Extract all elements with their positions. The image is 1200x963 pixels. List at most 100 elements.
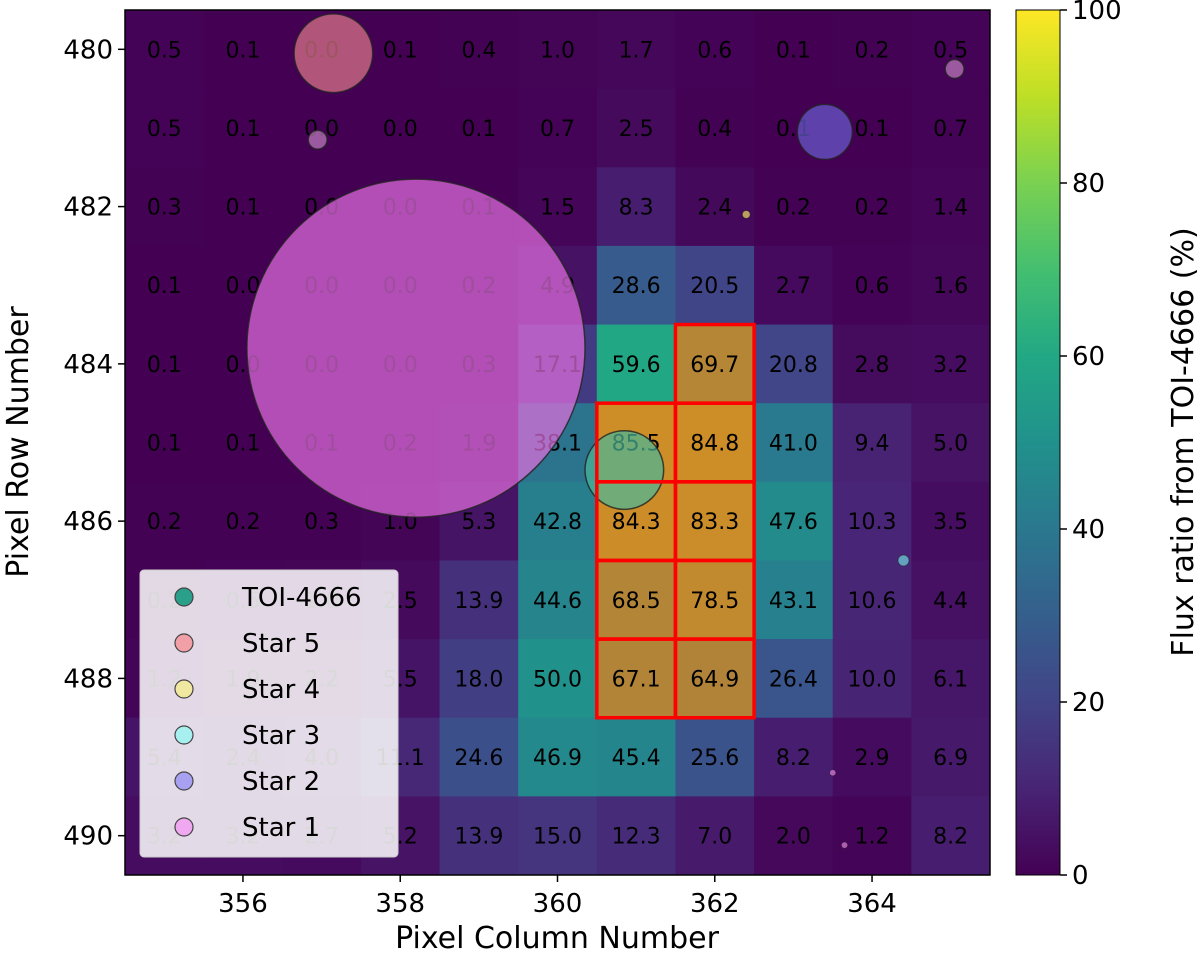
cell-value-label: 6.1 xyxy=(933,667,968,692)
heatmap-cell xyxy=(675,10,755,90)
aperture-pixel-fill xyxy=(675,481,755,561)
cell-value-label: 2.4 xyxy=(697,196,732,221)
cell-value-label: 0.4 xyxy=(697,117,732,142)
cell-value-label: 3.2 xyxy=(933,353,968,378)
aperture-pixel-fill xyxy=(675,324,755,404)
heatmap-cell xyxy=(125,10,205,90)
cell-value-label: 84.3 xyxy=(612,510,661,535)
heatmap-cell xyxy=(832,324,912,404)
legend-label: Star 5 xyxy=(242,629,320,659)
heatmap-cell xyxy=(439,88,519,168)
heatmap-cell xyxy=(282,88,362,168)
y-tick-label: 482 xyxy=(63,193,113,223)
y-tick-label: 488 xyxy=(63,664,113,694)
heatmap-cell xyxy=(911,324,990,404)
cell-value-label: 5.3 xyxy=(461,510,496,535)
cell-value-label: 43.1 xyxy=(769,589,818,614)
aperture-pixel-fill xyxy=(675,403,755,482)
heatmap-cell xyxy=(439,10,519,90)
cell-value-label: 9.4 xyxy=(855,432,890,457)
cell-value-label: 1.0 xyxy=(540,38,575,63)
cell-value-label: 0.2 xyxy=(855,38,890,63)
cell-value-label: 0.1 xyxy=(776,38,811,63)
heatmap-cell xyxy=(125,403,205,483)
cell-value-label: 78.5 xyxy=(690,589,739,614)
y-tick-label: 486 xyxy=(63,507,113,537)
cell-value-label: 0.2 xyxy=(855,196,890,221)
cell-value-label: 0.0 xyxy=(225,274,260,299)
heatmap-cell xyxy=(125,167,205,247)
heatmap-cell xyxy=(911,88,990,168)
cell-value-label: 0.2 xyxy=(225,510,260,535)
cell-value-label: 24.6 xyxy=(454,746,503,771)
cell-value-label: 0.2 xyxy=(147,510,182,535)
heatmap-cell xyxy=(125,245,205,326)
colorbar xyxy=(1015,9,1061,876)
cell-value-label: 5.0 xyxy=(933,432,968,457)
heatmap-cell xyxy=(754,717,834,797)
legend-marker xyxy=(174,771,194,791)
cell-value-label: 10.6 xyxy=(848,589,897,614)
heatmap-cell xyxy=(754,324,834,404)
heatmap-cell xyxy=(439,639,519,719)
cell-value-label: 0.3 xyxy=(147,196,182,221)
cell-value-label: 0.1 xyxy=(383,38,418,63)
heatmap-cell xyxy=(518,560,598,640)
heatmap-cell xyxy=(675,245,755,326)
heatmap-cell xyxy=(911,481,990,562)
colorbar-tick-label: 0 xyxy=(1072,861,1089,891)
heatmap-cell xyxy=(911,796,990,875)
cell-value-label: 0.6 xyxy=(697,38,732,63)
cell-value-label: 3.5 xyxy=(933,510,968,535)
cell-value-label: 2.8 xyxy=(855,353,890,378)
heatmap-cell xyxy=(675,167,755,247)
cell-value-label: 2.9 xyxy=(855,746,890,771)
cell-value-label: 0.0 xyxy=(383,117,418,142)
x-tick-label: 358 xyxy=(375,889,425,919)
cell-value-label: 8.2 xyxy=(776,746,811,771)
cell-value-label: 47.6 xyxy=(769,510,818,535)
cell-value-label: 0.1 xyxy=(225,432,260,457)
cell-value-label: 0.2 xyxy=(776,196,811,221)
legend-label: Star 2 xyxy=(242,767,320,797)
heatmap-cell xyxy=(439,717,519,797)
cell-value-label: 0.6 xyxy=(855,274,890,299)
legend-marker xyxy=(174,725,194,745)
cell-value-label: 41.0 xyxy=(769,432,818,457)
y-axis-title: Pixel Row Number xyxy=(1,306,36,578)
star-marker xyxy=(307,129,328,150)
cell-value-label: 84.8 xyxy=(690,432,739,457)
cell-value-label: 0.1 xyxy=(225,196,260,221)
heatmap-cell xyxy=(754,481,834,562)
heatmap-cell xyxy=(596,717,677,797)
heatmap-cell xyxy=(911,403,990,483)
legend-label: Star 1 xyxy=(242,813,320,843)
heatmap-cell xyxy=(518,481,598,562)
cell-value-label: 68.5 xyxy=(612,589,661,614)
heatmap-cell xyxy=(203,481,283,562)
cell-value-label: 46.9 xyxy=(533,746,582,771)
cell-value-label: 1.2 xyxy=(855,825,890,850)
star-marker xyxy=(897,554,910,567)
star-marker xyxy=(741,210,751,219)
cell-value-label: 42.8 xyxy=(533,510,582,535)
heatmap-cell xyxy=(360,88,441,168)
heatmap-cell xyxy=(911,167,990,247)
cell-value-label: 2.5 xyxy=(619,117,654,142)
x-tick-label: 362 xyxy=(690,889,740,919)
cell-value-label: 13.9 xyxy=(454,589,503,614)
cell-value-label: 10.3 xyxy=(848,510,897,535)
x-axis-ticks: 356 358 360 362 364 xyxy=(218,875,897,919)
star-marker xyxy=(829,769,837,777)
heatmap-cell xyxy=(832,796,912,875)
colorbar-tick-label: 40 xyxy=(1072,515,1105,545)
heatmap-cell xyxy=(754,560,834,640)
heatmap-cell xyxy=(203,88,283,168)
cell-value-label: 0.1 xyxy=(225,117,260,142)
cell-value-label: 0.4 xyxy=(461,38,496,63)
cell-value-label: 8.3 xyxy=(619,196,654,221)
cell-value-label: 12.3 xyxy=(612,825,661,850)
heatmap-cell xyxy=(596,10,677,90)
cell-value-label: 4.4 xyxy=(933,589,968,614)
